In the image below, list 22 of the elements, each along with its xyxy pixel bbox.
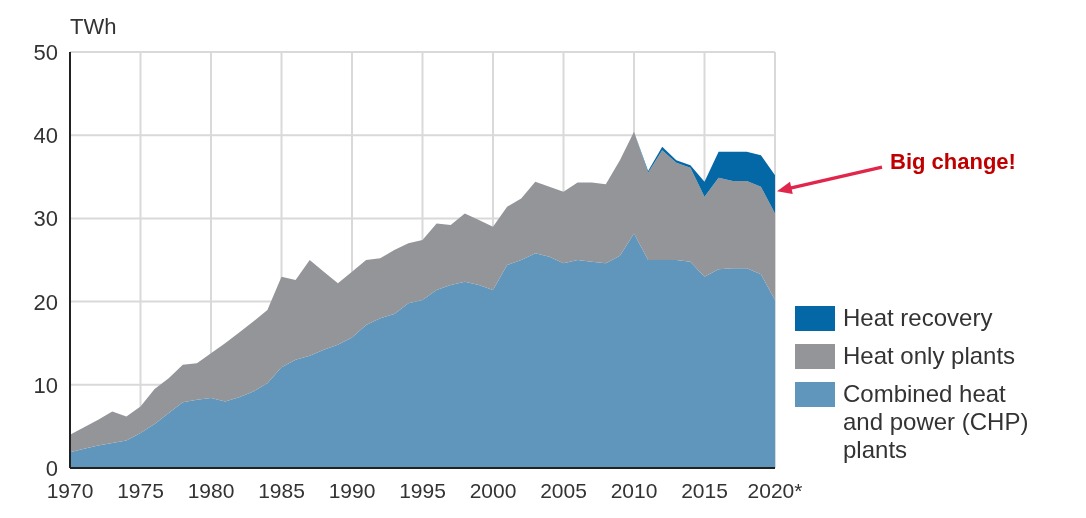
- y-tick-label: 0: [45, 456, 58, 481]
- y-tick-label: 10: [33, 372, 58, 398]
- y-tick-label: 50: [33, 40, 58, 65]
- x-tick-label: 2020*: [747, 479, 803, 502]
- y-tick-label: 40: [33, 123, 58, 149]
- x-tick-label: 1985: [258, 479, 305, 502]
- x-tick-label: 2015: [681, 479, 728, 502]
- x-tick-label: 2010: [610, 479, 658, 502]
- y-tick-label: 30: [33, 206, 58, 232]
- x-tick-label: 1995: [399, 479, 446, 502]
- x-tick-label: 1980: [187, 479, 235, 502]
- legend-label: Heat recovery: [843, 304, 993, 331]
- x-tick-label: 1970: [46, 479, 94, 502]
- text: Big change!: [890, 149, 1016, 175]
- x-tick-label: 2000: [469, 479, 517, 502]
- x-tick-label: 2005: [540, 479, 587, 502]
- legend-label: Combined heat and power (CHP) plants: [843, 380, 1029, 463]
- x-tick-label: 1975: [117, 479, 164, 502]
- x-tick-label: 1990: [328, 479, 376, 502]
- y-axis-title: TWh: [70, 14, 117, 39]
- y-tick-label: 20: [33, 289, 58, 315]
- legend-label: Heat only plants: [843, 342, 1016, 369]
